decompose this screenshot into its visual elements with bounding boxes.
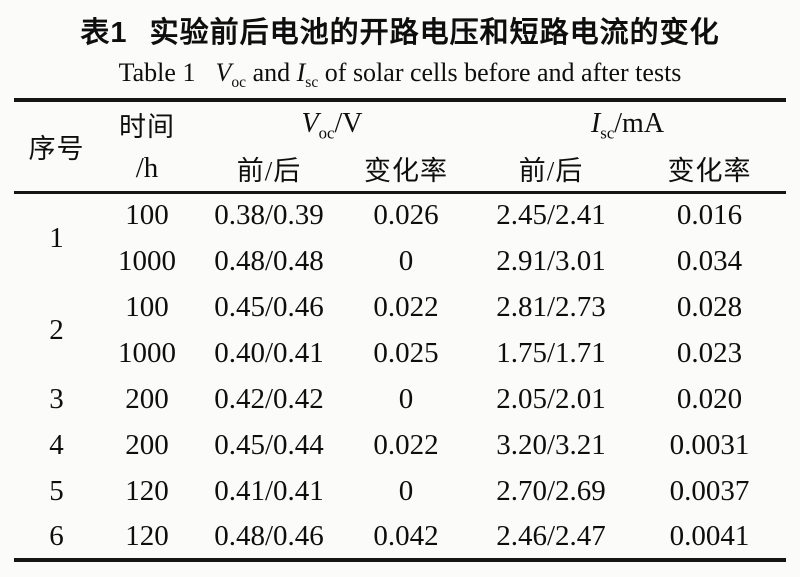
header-serial: 序号 bbox=[28, 133, 85, 164]
table-body: 1 100 0.38/0.39 0.026 2.45/2.41 0.016 1000 0.48… bbox=[14, 192, 786, 560]
cell-serial: 2 bbox=[49, 313, 64, 346]
isc-symbol: I bbox=[590, 108, 601, 139]
cell-time: 200 bbox=[125, 382, 169, 415]
cell-isc-before-after: 2.45/2.41 bbox=[496, 199, 606, 232]
cell-voc-before-after: 0.45/0.44 bbox=[214, 428, 324, 461]
table-row: 6 120 0.48/0.46 0.042 2.46/2.47 0.0041 bbox=[14, 514, 786, 560]
cell-time: 100 bbox=[125, 199, 169, 232]
header-isc-group: Isc/mA bbox=[469, 100, 786, 146]
cell-serial: 1 bbox=[49, 222, 64, 255]
cell-voc-change-rate: 0 bbox=[398, 382, 414, 415]
table-caption-zh: 表1 实验前后电池的开路电压和短路电流的变化 bbox=[0, 0, 800, 51]
cell-isc-change-rate: 0.0041 bbox=[669, 519, 750, 552]
cell-voc-change-rate: 0.022 bbox=[373, 428, 439, 461]
cell-voc-before-after: 0.42/0.42 bbox=[214, 382, 324, 415]
cell-voc-before-after: 0.48/0.46 bbox=[214, 519, 324, 552]
table-caption-zh-label: 表1 bbox=[80, 17, 128, 49]
cell-voc-before-after: 0.48/0.48 bbox=[214, 244, 324, 277]
cell-voc-change-rate: 0.025 bbox=[373, 336, 439, 369]
cell-isc-before-after: 2.46/2.47 bbox=[496, 519, 606, 552]
cell-isc-change-rate: 0.0031 bbox=[669, 428, 750, 461]
table-caption-en-suffix: of solar cells before and after tests bbox=[324, 58, 682, 87]
header-row-top: 序号 时间 Voc/V Isc/mA bbox=[14, 100, 786, 164]
cell-isc-change-rate: 0.034 bbox=[676, 244, 743, 277]
cell-time: 120 bbox=[125, 519, 169, 552]
cell-serial: 6 bbox=[49, 519, 64, 552]
voc-subscript: oc bbox=[318, 123, 335, 143]
voc-symbol: V bbox=[215, 58, 232, 87]
table-row: 5 120 0.41/0.41 0 2.70/2.69 0.0037 bbox=[14, 468, 786, 514]
voc-subscript: oc bbox=[231, 74, 247, 92]
table-caption-zh-text: 实验前后电池的开路电压和短路电流的变化 bbox=[149, 17, 720, 49]
caption-mid-text: and bbox=[252, 58, 291, 87]
cell-isc-change-rate: 0.0037 bbox=[669, 474, 750, 507]
isc-unit: /mA bbox=[614, 108, 665, 139]
cell-isc-before-after: 1.75/1.71 bbox=[496, 336, 606, 369]
cell-voc-change-rate: 0 bbox=[398, 474, 414, 507]
table-row: 3 200 0.42/0.42 0 2.05/2.01 0.020 bbox=[14, 376, 786, 422]
cell-voc-before-after: 0.38/0.39 bbox=[214, 199, 324, 232]
isc-symbol: I bbox=[296, 58, 306, 87]
cell-voc-before-after: 0.45/0.46 bbox=[214, 290, 324, 323]
header-row-bottom: /h 前/后 变化率 前/后 变化率 bbox=[14, 146, 786, 192]
table-row: 4 200 0.45/0.44 0.022 3.20/3.21 0.0031 bbox=[14, 422, 786, 468]
cell-isc-change-rate: 0.023 bbox=[676, 336, 743, 369]
header-voc-before-after: 前/后 bbox=[236, 155, 302, 186]
cell-time: 200 bbox=[125, 428, 169, 461]
cell-isc-before-after: 2.91/3.01 bbox=[496, 244, 606, 277]
cell-voc-before-after: 0.40/0.41 bbox=[214, 336, 324, 369]
table-row: 1000 0.40/0.41 0.025 1.75/1.71 0.023 bbox=[14, 330, 786, 376]
table-caption-en: Table 1 Voc and Isc of solar cells before… bbox=[0, 58, 800, 92]
table-header: 序号 时间 Voc/V Isc/mA /h 前/后 变化率 前/后 变化率 bbox=[14, 100, 787, 192]
header-time-unit: /h bbox=[135, 151, 159, 184]
cell-serial: 5 bbox=[49, 474, 64, 507]
header-voc-change-rate: 变化率 bbox=[364, 155, 448, 186]
cell-voc-change-rate: 0.022 bbox=[373, 290, 439, 323]
isc-subscript: sc bbox=[600, 123, 615, 143]
table-row: 2 100 0.45/0.46 0.022 2.81/2.73 0.028 bbox=[14, 284, 786, 346]
table-caption-en-prefix: Table 1 bbox=[118, 58, 196, 87]
cell-isc-before-after: 2.81/2.73 bbox=[496, 290, 606, 323]
header-voc-group: Voc/V bbox=[195, 100, 469, 146]
cell-time: 1000 bbox=[118, 336, 176, 369]
cell-isc-before-after: 3.20/3.21 bbox=[496, 428, 606, 461]
cell-isc-change-rate: 0.020 bbox=[676, 382, 743, 415]
voc-symbol: V bbox=[301, 108, 319, 139]
header-time-top: 时间 bbox=[119, 111, 175, 142]
cell-serial: 3 bbox=[49, 382, 64, 415]
voc-unit: /V bbox=[334, 108, 363, 139]
header-isc-before-after: 前/后 bbox=[518, 155, 584, 186]
cell-voc-change-rate: 0.042 bbox=[373, 519, 439, 552]
cell-isc-before-after: 2.05/2.01 bbox=[496, 382, 606, 415]
cell-voc-before-after: 0.41/0.41 bbox=[214, 474, 324, 507]
cell-isc-before-after: 2.70/2.69 bbox=[496, 474, 606, 507]
table-row: 1 100 0.38/0.39 0.026 2.45/2.41 0.016 bbox=[14, 192, 786, 254]
cell-time: 120 bbox=[125, 474, 169, 507]
cell-isc-change-rate: 0.028 bbox=[676, 290, 743, 323]
cell-isc-change-rate: 0.016 bbox=[676, 199, 743, 232]
isc-subscript: sc bbox=[305, 74, 319, 92]
cell-voc-change-rate: 0 bbox=[398, 244, 414, 277]
cell-serial: 4 bbox=[49, 428, 64, 461]
header-isc-change-rate: 变化率 bbox=[667, 155, 752, 186]
cell-time: 100 bbox=[125, 290, 169, 323]
cell-time: 1000 bbox=[118, 244, 176, 277]
cell-voc-change-rate: 0.026 bbox=[373, 199, 439, 232]
table-row: 1000 0.48/0.48 0 2.91/3.01 0.034 bbox=[14, 238, 786, 284]
